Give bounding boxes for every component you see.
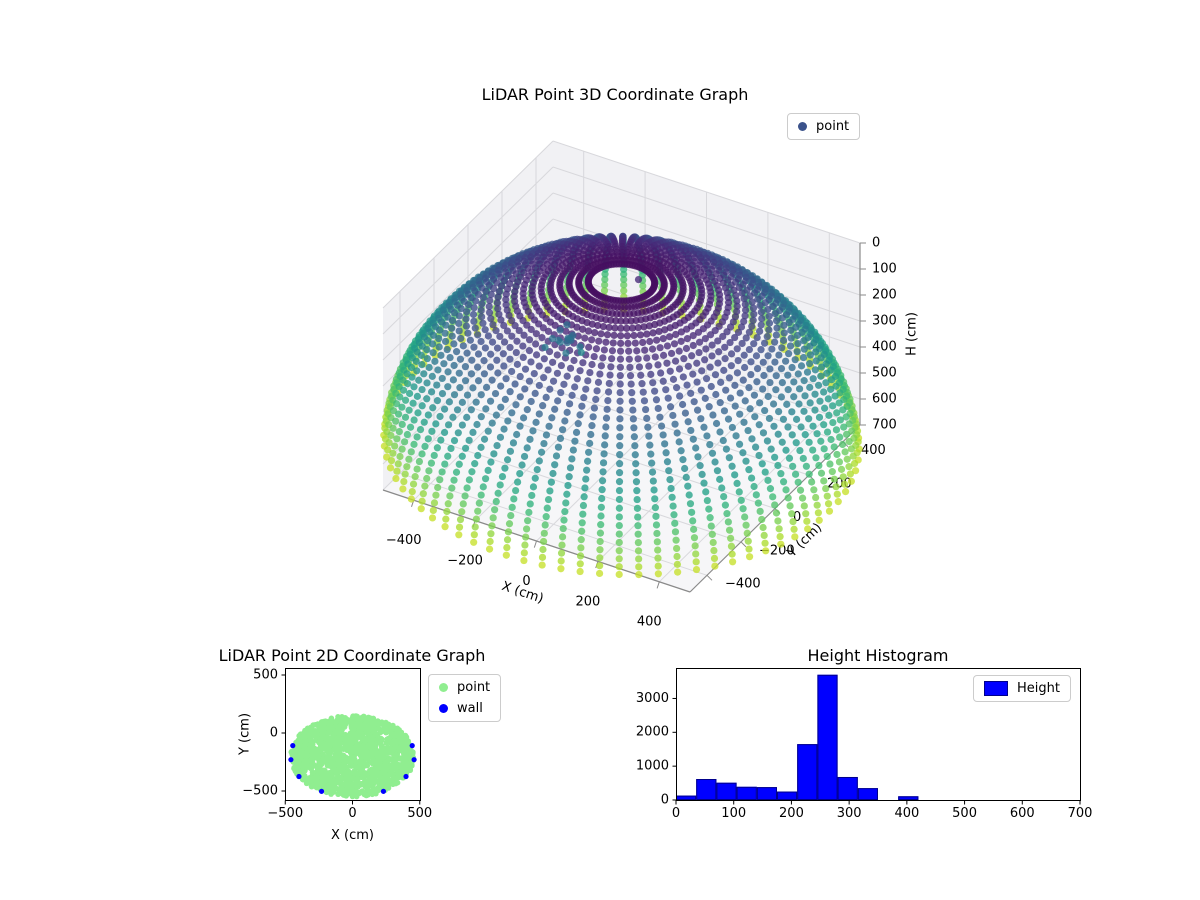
height-patch-icon — [984, 681, 1008, 696]
histogram-title: Height Histogram — [807, 646, 949, 665]
point-marker-icon — [798, 122, 807, 131]
legend-2d: point wall — [428, 674, 502, 722]
legend-item-wall: wall — [439, 701, 490, 716]
plot3d-title: LiDAR Point 3D Coordinate Graph — [481, 85, 749, 104]
legend-3d: point — [787, 113, 861, 140]
legend-label-height: Height — [1017, 681, 1060, 696]
legend-label-point: point — [457, 680, 491, 695]
legend-label-point: point — [816, 119, 850, 134]
plot2d-title: LiDAR Point 2D Coordinate Graph — [218, 646, 486, 665]
legend-histogram: Height — [973, 675, 1071, 702]
legend-label-wall: wall — [457, 701, 483, 716]
legend-item-point: point — [798, 119, 849, 134]
point-marker-icon — [439, 683, 448, 692]
wall-marker-icon — [439, 704, 448, 713]
legend-item-point: point — [439, 680, 490, 695]
legend-item-height: Height — [984, 681, 1060, 696]
